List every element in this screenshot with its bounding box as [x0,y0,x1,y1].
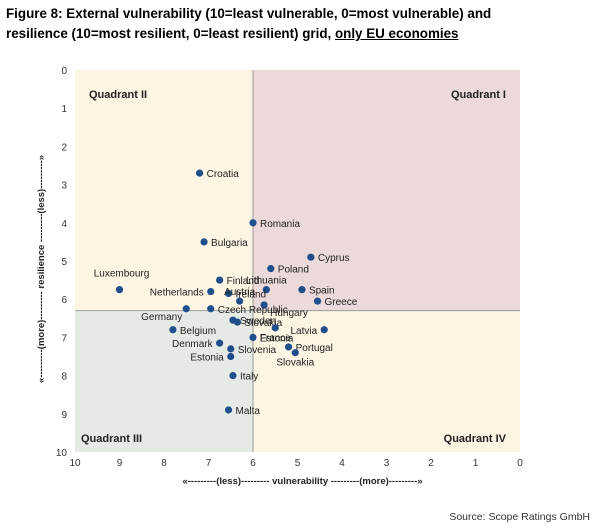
data-point [233,318,242,326]
figure-title-line1: Figure 8: External vulnerability (10=lea… [6,6,492,21]
data-point [260,301,268,309]
quadrant-label: Quadrant II [89,89,147,101]
quadrant-label: Quadrant III [81,433,142,445]
data-point [262,286,270,294]
data-label: Croatia [207,169,240,180]
data-label: Bulgaria [211,238,248,249]
data-label: Cyprus [318,253,350,264]
data-label: Austria [224,287,256,298]
quadrant-bottom-left-background [75,310,253,452]
y-tick-label: 2 [61,142,67,153]
quadrant-label: Quadrant IV [444,433,507,445]
data-point [200,238,208,246]
data-label: France [260,333,292,344]
data-label: Ireland [236,289,267,300]
data-point [249,219,257,227]
data-point [298,286,306,294]
figure-title-line2: resilience (10=most resilient, 0=least r… [6,26,335,41]
y-tick-label: 3 [61,181,67,192]
data-label: Netherlands [150,288,204,299]
data-label: Greece [325,297,358,308]
data-label: Estonia [190,353,224,364]
data-point [307,253,315,261]
data-point [227,345,235,353]
x-axis-title: «---------(less)--------- vulnerability … [182,476,422,487]
y-tick-label: 8 [61,372,67,383]
y-tick-label: 6 [61,295,67,306]
data-label: Finland [227,276,260,287]
data-point [285,343,293,351]
data-point [196,169,204,177]
data-point [249,333,257,341]
source-note: Source: Scope Ratings GmbH [449,511,590,523]
data-point [182,305,190,313]
data-label: Lithuania [246,276,287,287]
y-tick-label: 10 [56,448,68,459]
data-point [207,287,215,296]
y-tick-label: 0 [61,66,67,77]
quadrant-top-right-background [253,70,520,311]
data-point [267,265,275,273]
data-label: Portugal [296,343,333,354]
x-tick-label: 4 [339,458,345,469]
figure-title: Figure 8: External vulnerability (10=lea… [6,4,596,44]
data-label: Italy [240,372,258,383]
data-label: Estonia [260,333,294,344]
data-point [320,326,328,334]
y-tick-label: 9 [61,410,67,421]
figure-title-underlined: only EU economies [334,26,459,41]
data-point [229,372,237,380]
data-label: Belgium [180,326,216,337]
y-axis-title: «---------(more)--------- resilience ---… [36,155,47,383]
data-point [216,339,224,347]
data-label: Slovakia [276,358,314,369]
data-label: Poland [278,265,309,276]
x-tick-label: 10 [69,458,81,469]
data-label: Malta [236,406,261,417]
y-tick-label: 5 [61,257,67,268]
data-point [207,305,215,313]
data-label: Germany [141,312,182,323]
data-point [291,349,299,357]
quadrant-bottom-right-background [253,310,520,452]
x-tick-label: 9 [117,458,123,469]
data-label: Hungary [270,308,308,319]
x-tick-label: 2 [428,458,434,469]
x-tick-label: 5 [295,458,301,469]
y-tick-label: 4 [61,219,67,230]
data-label: Luxembourg [94,269,150,280]
data-point [224,406,233,414]
x-tick-label: 8 [161,458,167,469]
x-tick-label: 3 [384,458,390,469]
data-point [313,297,322,305]
quadrant-top-left-background [75,70,253,311]
data-point [271,324,279,332]
data-label: Romania [260,219,300,230]
data-point [115,286,124,294]
data-point [236,297,244,305]
x-tick-label: 7 [206,458,212,469]
data-point [169,326,177,334]
x-tick-label: 1 [473,458,479,469]
data-label: Spain [309,286,335,297]
data-point [227,352,235,361]
data-label: Slovakia [244,318,282,329]
data-label: Latvia [291,326,318,337]
data-label: Slovenia [238,345,277,356]
data-label: Sweden [240,316,276,327]
y-tick-label: 1 [61,104,67,115]
x-tick-label: 6 [250,458,256,469]
y-tick-label: 7 [61,333,67,344]
quadrant-label: Quadrant I [451,89,506,101]
data-label: Denmark [172,339,214,350]
data-label: Czech Republic [218,305,288,316]
data-point [224,289,233,298]
x-tick-label: 0 [517,458,523,469]
data-point [216,276,224,284]
